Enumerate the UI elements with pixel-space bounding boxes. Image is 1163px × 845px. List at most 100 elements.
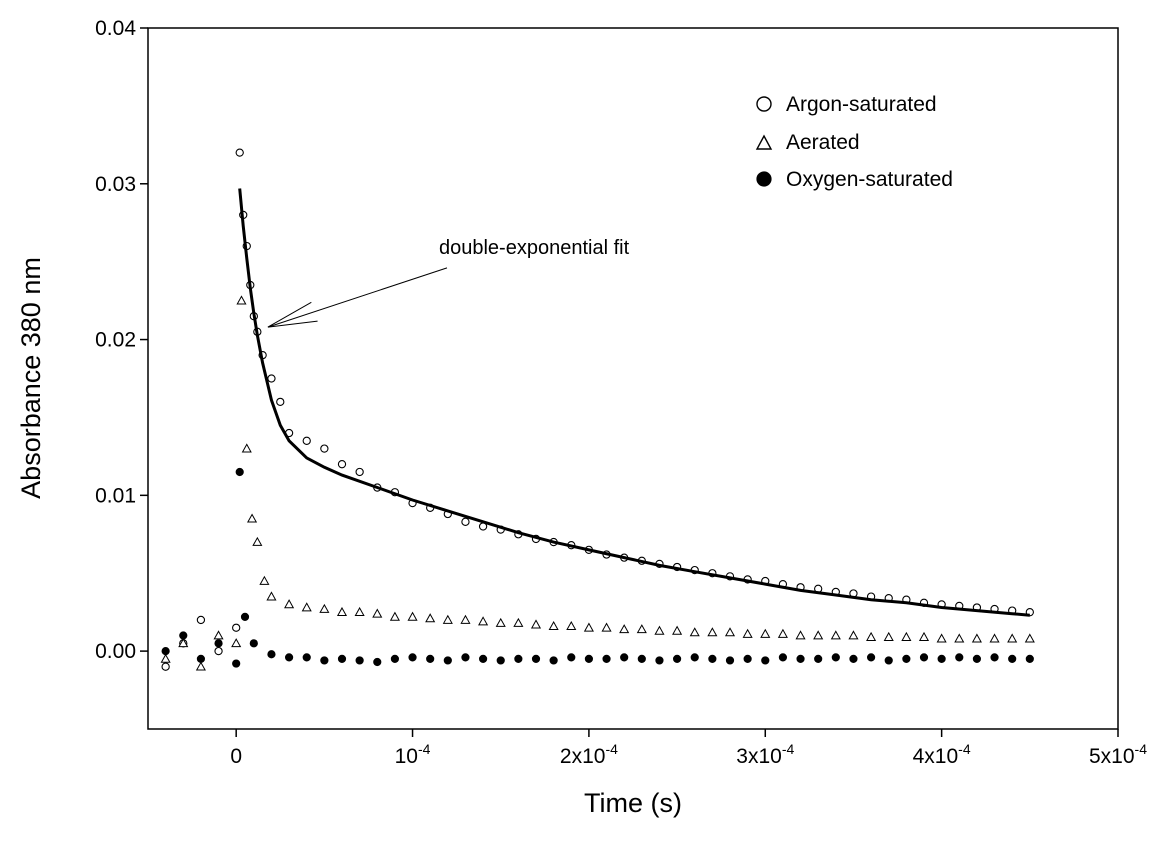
data-point (247, 513, 258, 523)
data-point (761, 656, 770, 665)
data-point (672, 625, 683, 635)
data-point (602, 654, 611, 664)
data-point (478, 654, 488, 664)
data-point (389, 611, 400, 621)
data-point (195, 661, 206, 671)
data-point (235, 467, 244, 477)
data-point (619, 624, 630, 634)
y-tick-label: 0.04 (95, 17, 136, 40)
data-point (196, 615, 206, 625)
data-point (267, 374, 276, 383)
data-point (160, 653, 171, 663)
data-point (408, 653, 417, 662)
data-point (213, 630, 224, 640)
data-point (989, 633, 1000, 643)
data-point (284, 653, 294, 662)
x-axis: 0 10-4 2x10-4 3x10-4 4x10-4 5x10-4 (230, 729, 1147, 768)
data-point (690, 653, 699, 662)
data-point (302, 653, 311, 662)
data-point (743, 654, 752, 664)
legend: Argon-saturated Aerated Oxygen-saturated (755, 93, 953, 191)
data-point (355, 656, 364, 665)
data-point (302, 436, 311, 445)
legend-label-aerated: Aerated (786, 131, 860, 154)
legend-label-oxygen-saturated: Oxygen-saturated (786, 168, 953, 191)
data-point (971, 633, 982, 643)
data-point (231, 638, 242, 648)
data-point (214, 646, 223, 656)
y-tick-label: 0.02 (95, 329, 136, 352)
data-point (566, 620, 577, 631)
data-point (831, 653, 840, 662)
legend-label-argon-saturated: Argon-saturated (786, 93, 937, 116)
data-point (567, 653, 576, 662)
legend-marker-oxygen-saturated (756, 171, 772, 187)
data-point (426, 654, 435, 664)
data-point (236, 295, 247, 305)
data-point (513, 617, 524, 627)
legend-marker-argon-saturated (756, 96, 772, 112)
data-point (336, 606, 348, 617)
data-point (795, 630, 806, 640)
data-point (319, 603, 330, 613)
data-point (584, 654, 594, 664)
data-point (548, 620, 559, 631)
y-tick-label: 0.00 (95, 640, 136, 663)
x-tick-exponent: -4 (418, 741, 431, 757)
data-point (179, 631, 188, 640)
y-axis-title: Absorbance 380 nm (16, 257, 46, 499)
data-point (849, 654, 858, 664)
data-point (461, 517, 470, 526)
data-point (178, 638, 189, 648)
data-point (259, 575, 270, 585)
x-tick-label: 5x10-4 (1089, 741, 1147, 768)
data-point (161, 662, 170, 671)
y-axis: 0.00 0.01 0.02 0.03 0.04 (95, 17, 148, 663)
x-tick-label: 10-4 (395, 741, 431, 768)
data-point (813, 630, 824, 640)
data-point (267, 650, 276, 659)
data-point (241, 443, 252, 453)
data-point (266, 591, 277, 601)
data-point (531, 654, 541, 664)
data-point (637, 654, 646, 664)
data-point (902, 654, 911, 664)
series-argon-saturated (161, 148, 1034, 671)
data-point (407, 611, 418, 621)
data-point (760, 628, 771, 638)
data-point (214, 639, 223, 648)
data-point (636, 624, 647, 634)
x-tick-base: 2x10 (560, 745, 606, 768)
data-point (707, 627, 718, 637)
data-point (937, 654, 946, 664)
data-point (672, 654, 682, 664)
x-tick-base: 0 (230, 745, 242, 768)
data-point (1024, 633, 1035, 643)
data-point (848, 630, 859, 640)
data-point (990, 653, 999, 662)
data-point (955, 653, 964, 662)
fit-curve (238, 188, 1030, 617)
x-tick-exponent: -4 (958, 741, 971, 757)
x-tick-base: 10 (395, 745, 418, 768)
data-point (252, 536, 263, 546)
data-point (460, 614, 471, 624)
data-point (936, 633, 947, 643)
data-point (442, 614, 453, 624)
data-point (337, 654, 347, 664)
data-point (725, 656, 735, 665)
data-point (654, 625, 665, 635)
data-point (620, 653, 629, 662)
data-point (883, 631, 894, 641)
data-point (320, 444, 329, 453)
annotation-arrow-head (267, 301, 318, 328)
data-point (866, 631, 877, 641)
data-point (232, 659, 241, 668)
x-tick-exponent: -4 (1135, 741, 1148, 757)
series-oxygen-saturated (161, 467, 1034, 668)
data-point (689, 627, 700, 637)
data-point (655, 656, 664, 665)
data-point (354, 606, 365, 617)
data-point (530, 619, 542, 629)
